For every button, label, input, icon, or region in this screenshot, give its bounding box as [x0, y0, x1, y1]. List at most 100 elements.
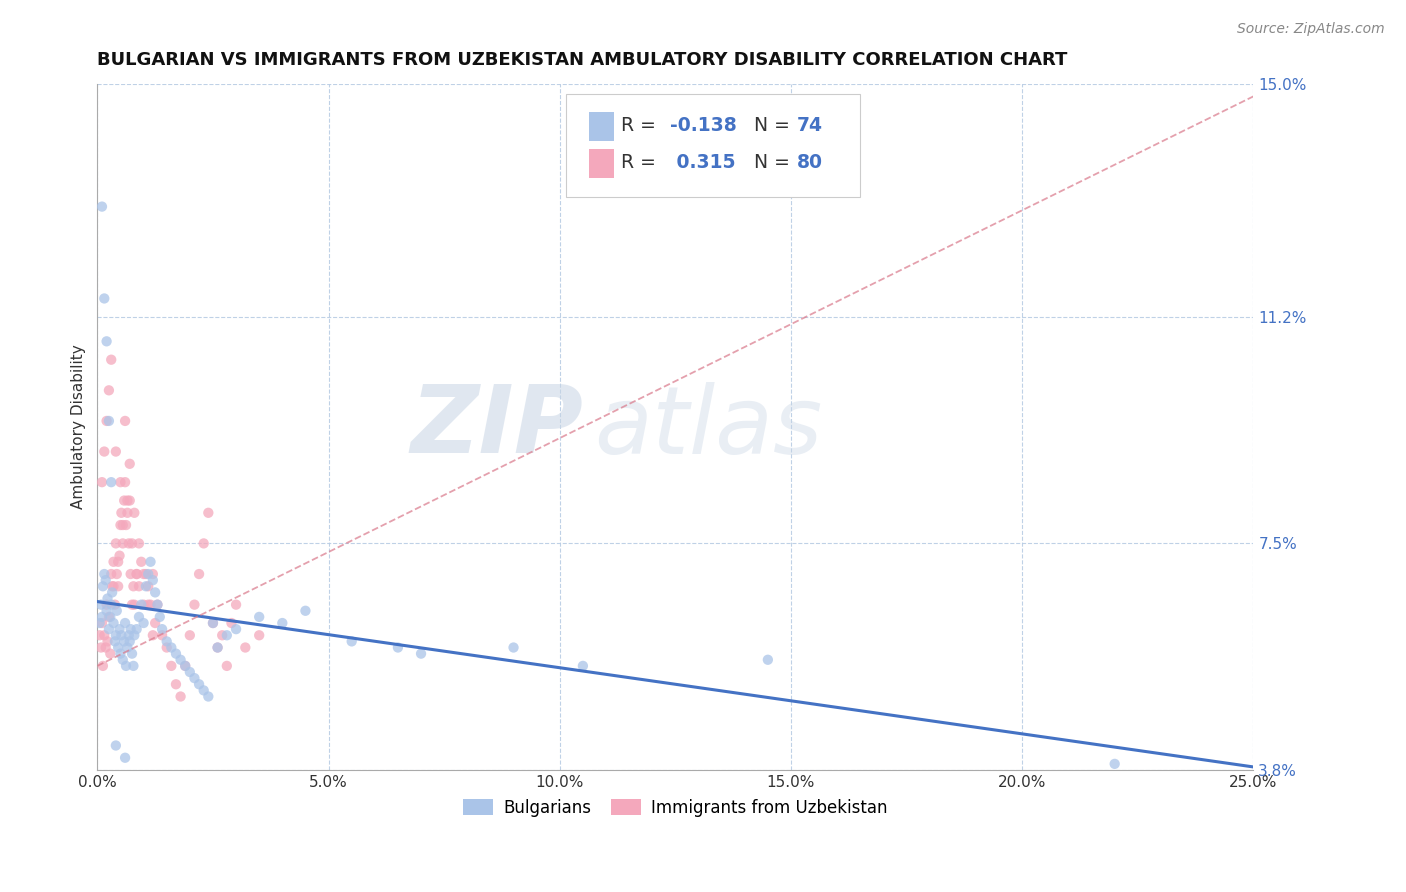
Point [98, 647, 121, 661]
Point [105, 604, 128, 618]
Point [103, 615, 125, 630]
Point [91, 475, 114, 490]
Point [572, 659, 595, 673]
Point [207, 640, 229, 655]
Point [129, 598, 152, 612]
Point [97, 384, 120, 398]
Point [207, 640, 229, 655]
Text: 0.315: 0.315 [669, 153, 735, 172]
Point [188, 567, 211, 582]
Point [114, 615, 136, 630]
Text: -0.138: -0.138 [669, 117, 737, 136]
Point [132, 598, 155, 612]
Point [110, 628, 132, 642]
Point [142, 573, 165, 587]
Point [121, 536, 143, 550]
Text: N =: N = [754, 153, 796, 172]
Point [107, 640, 129, 655]
Point [409, 647, 432, 661]
Point [96, 604, 118, 618]
Point [125, 567, 148, 582]
Point [105, 567, 128, 582]
Point [114, 475, 136, 490]
Point [146, 598, 169, 612]
Point [104, 444, 127, 458]
Point [91, 615, 114, 630]
Point [124, 598, 146, 612]
Point [117, 506, 139, 520]
Point [107, 579, 129, 593]
Point [169, 690, 191, 704]
Point [165, 647, 187, 661]
Point [110, 475, 132, 490]
Point [179, 665, 201, 679]
Point [110, 647, 132, 661]
Point [115, 518, 138, 533]
Point [201, 615, 224, 630]
Text: BULGARIAN VS IMMIGRANTS FROM UZBEKISTAN AMBULATORY DISABILITY CORRELATION CHART: BULGARIAN VS IMMIGRANTS FROM UZBEKISTAN … [97, 51, 1067, 69]
Text: N =: N = [754, 117, 796, 136]
Point [93, 567, 115, 582]
Point [150, 622, 173, 636]
Point [156, 640, 179, 655]
Point [100, 598, 122, 612]
Point [201, 615, 224, 630]
Text: atlas: atlas [595, 382, 823, 473]
Point [101, 585, 124, 599]
Point [502, 640, 524, 655]
Point [111, 536, 134, 550]
Point [100, 475, 122, 490]
Point [124, 628, 146, 642]
Point [97, 610, 120, 624]
Point [179, 628, 201, 642]
Point [139, 598, 162, 612]
Point [387, 640, 409, 655]
Point [132, 567, 155, 582]
Point [104, 739, 127, 753]
Point [146, 598, 169, 612]
Point [93, 628, 115, 642]
Point [135, 579, 157, 593]
Point [115, 659, 138, 673]
Point [160, 640, 183, 655]
Point [104, 628, 127, 642]
Point [128, 579, 150, 593]
Point [142, 628, 165, 642]
Point [136, 579, 159, 593]
Point [118, 457, 141, 471]
Point [247, 628, 270, 642]
Point [112, 634, 135, 648]
FancyBboxPatch shape [589, 112, 614, 141]
Point [221, 615, 243, 630]
Point [111, 518, 134, 533]
Point [136, 598, 159, 612]
Point [108, 622, 131, 636]
Point [117, 493, 139, 508]
Point [340, 634, 363, 648]
Point [100, 567, 122, 582]
Point [122, 659, 145, 673]
Point [233, 640, 256, 655]
Point [112, 493, 135, 508]
Text: 80: 80 [797, 153, 823, 172]
Point [128, 536, 150, 550]
Point [129, 555, 152, 569]
Point [96, 414, 118, 428]
Point [193, 683, 215, 698]
Point [756, 653, 779, 667]
Point [94, 640, 117, 655]
Point [104, 536, 127, 550]
Point [93, 444, 115, 458]
Point [117, 640, 139, 655]
Point [215, 659, 238, 673]
Point [111, 653, 134, 667]
Point [136, 567, 159, 582]
Point [110, 518, 132, 533]
Legend: Bulgarians, Immigrants from Uzbekistan: Bulgarians, Immigrants from Uzbekistan [457, 792, 894, 823]
Point [114, 750, 136, 764]
Point [121, 647, 143, 661]
Point [169, 653, 191, 667]
Point [150, 628, 173, 642]
Point [132, 615, 155, 630]
Point [125, 567, 148, 582]
